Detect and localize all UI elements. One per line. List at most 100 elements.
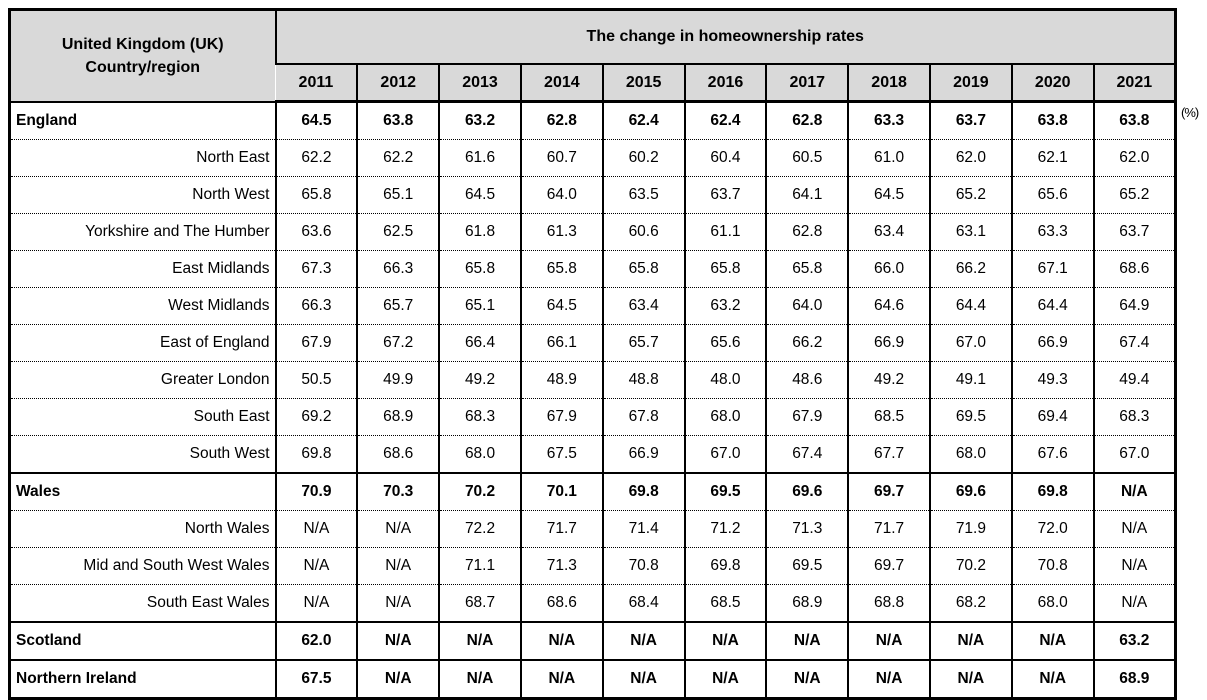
value-cell: 68.8 [847, 584, 930, 622]
value-cell: N/A [356, 547, 440, 585]
value-cell: 61.8 [438, 213, 521, 251]
value-cell: 66.1 [519, 324, 603, 362]
value-cell: 62.0 [1092, 139, 1176, 177]
value-cell: 69.8 [1010, 472, 1094, 511]
value-cell: 69.6 [765, 472, 849, 511]
value-cell: 70.2 [929, 547, 1012, 585]
value-cell: 67.9 [519, 398, 603, 436]
value-cell: N/A [601, 621, 685, 660]
value-cell: 66.9 [847, 324, 930, 362]
region-label: Northern Ireland [9, 659, 276, 699]
region-label: South West [9, 435, 276, 473]
value-cell: 65.2 [1092, 176, 1176, 214]
value-cell: 70.8 [601, 547, 685, 585]
value-cell: 68.5 [683, 584, 767, 622]
value-cell: N/A [438, 659, 521, 699]
value-cell: 69.7 [847, 472, 930, 511]
homeownership-rates-table: United Kingdom (UK) Country/region The c… [8, 8, 1177, 700]
table-row-north-wales: North Wales N/A N/A 72.2 71.7 71.4 71.2 71.3 71.… [9, 510, 1176, 548]
value-cell: 64.5 [519, 287, 603, 325]
value-cell: 61.6 [438, 139, 521, 177]
value-cell: 62.8 [765, 100, 849, 140]
table-title: The change in homeownership rates [274, 9, 1176, 65]
region-label: Yorkshire and The Humber [9, 213, 276, 251]
value-cell: 69.5 [683, 472, 767, 511]
year-header-2012: 2012 [356, 64, 440, 103]
table-row-scotland: Scotland 62.0 N/A N/A N/A N/A N/A N/A N/A N/A N/A 6… [9, 621, 1176, 660]
value-cell: 68.5 [847, 398, 930, 436]
table-row-england: England 64.5 63.8 63.2 62.8 62.4 62.4 62.8 63.3 6… [9, 100, 1176, 140]
table-row-north-west: North West 65.8 65.1 64.5 64.0 63.5 63.7 64.1 64… [9, 176, 1176, 214]
value-cell: 70.2 [438, 472, 521, 511]
value-cell: 63.7 [1092, 213, 1176, 251]
value-cell: 72.2 [438, 510, 521, 548]
value-cell: 60.2 [601, 139, 685, 177]
region-label: East Midlands [9, 250, 276, 288]
value-cell: 68.7 [438, 584, 521, 622]
value-cell: 60.6 [601, 213, 685, 251]
value-cell: 63.7 [683, 176, 767, 214]
value-cell: 65.2 [929, 176, 1012, 214]
value-cell: 71.3 [765, 510, 849, 548]
value-cell: 71.9 [929, 510, 1012, 548]
value-cell: 68.0 [929, 435, 1012, 473]
value-cell: 64.5 [274, 100, 358, 140]
table-row-northern-ireland: Northern Ireland 67.5 N/A N/A N/A N/A N/A N/A N/… [9, 659, 1176, 699]
value-cell: 68.9 [1092, 659, 1176, 699]
unit-label: (%) [1181, 105, 1199, 120]
value-cell: 69.5 [765, 547, 849, 585]
value-cell: 66.2 [765, 324, 849, 362]
value-cell: 63.8 [1010, 100, 1094, 140]
value-cell: 68.0 [683, 398, 767, 436]
value-cell: 61.3 [519, 213, 603, 251]
value-cell: 67.2 [356, 324, 440, 362]
table-row-south-east-wales: South East Wales N/A N/A 68.7 68.6 68.4 68.5 68… [9, 584, 1176, 622]
value-cell: N/A [519, 621, 603, 660]
value-cell: N/A [274, 584, 358, 622]
value-cell: 63.5 [601, 176, 685, 214]
value-cell: N/A [356, 659, 440, 699]
year-header-2021: 2021 [1092, 64, 1176, 103]
value-cell: 62.2 [356, 139, 440, 177]
value-cell: 48.9 [519, 361, 603, 399]
value-cell: 48.0 [683, 361, 767, 399]
table-row-west-midlands: West Midlands 66.3 65.7 65.1 64.5 63.4 63.2 64.… [9, 287, 1176, 325]
value-cell: N/A [274, 510, 358, 548]
year-header-2011: 2011 [275, 64, 358, 103]
value-cell: 62.0 [929, 139, 1012, 177]
value-cell: 68.2 [929, 584, 1012, 622]
value-cell: 49.2 [847, 361, 930, 399]
value-cell: 63.3 [1010, 213, 1094, 251]
value-cell: 63.2 [438, 100, 521, 140]
value-cell: N/A [356, 621, 440, 660]
value-cell: 71.7 [847, 510, 930, 548]
value-cell: 67.7 [847, 435, 930, 473]
table-header: United Kingdom (UK) Country/region The c… [9, 9, 1176, 103]
value-cell: 63.3 [847, 100, 930, 140]
value-cell: N/A [765, 621, 849, 660]
value-cell: N/A [1010, 659, 1094, 699]
table-row-greater-london: Greater London 50.5 49.9 49.2 48.9 48.8 48.0 48… [9, 361, 1176, 399]
value-cell: 49.2 [438, 361, 521, 399]
value-cell: 65.6 [1010, 176, 1094, 214]
value-cell: 49.9 [356, 361, 440, 399]
year-header-2013: 2013 [438, 64, 521, 103]
value-cell: 67.6 [1010, 435, 1094, 473]
value-cell: 68.9 [765, 584, 849, 622]
value-cell: 48.8 [601, 361, 685, 399]
value-cell: 68.6 [519, 584, 603, 622]
region-label: England [9, 100, 276, 140]
value-cell: 66.9 [1010, 324, 1094, 362]
value-cell: 67.1 [1010, 250, 1094, 288]
region-label: North Wales [9, 510, 276, 548]
value-cell: 65.7 [356, 287, 440, 325]
value-cell: N/A [601, 659, 685, 699]
value-cell: 69.7 [847, 547, 930, 585]
value-cell: 69.6 [929, 472, 1012, 511]
value-cell: 62.8 [765, 213, 849, 251]
value-cell: N/A [1092, 547, 1176, 585]
year-header-row: 2011 2012 2013 2014 2015 2016 2017 2018 2019 2020… [10, 64, 1176, 103]
value-cell: 62.2 [274, 139, 358, 177]
value-cell: 66.4 [438, 324, 521, 362]
